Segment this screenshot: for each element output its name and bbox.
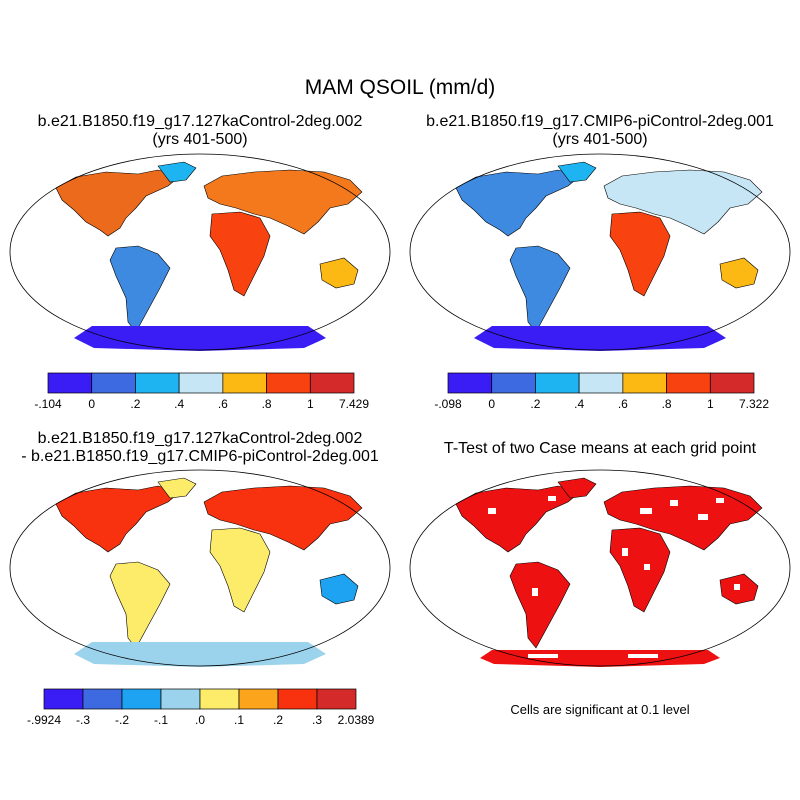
colorbar-swatch bbox=[238, 688, 279, 710]
continent-africa bbox=[609, 527, 671, 613]
land-fill bbox=[55, 477, 363, 667]
colorbar-swatch bbox=[178, 372, 224, 394]
continent-antarctica bbox=[480, 650, 720, 667]
colorbar-swatch bbox=[447, 372, 493, 394]
colorbar-tick-label: .8 bbox=[662, 397, 672, 411]
colorbar-tick-label: 1 bbox=[307, 397, 314, 411]
colorbar-tick-label: -.1 bbox=[154, 713, 168, 727]
colorbar-tick-label: -.098 bbox=[434, 397, 462, 411]
map-outline bbox=[9, 153, 391, 351]
colorbar-swatch bbox=[121, 688, 162, 710]
land-fill bbox=[455, 477, 763, 667]
panel-1-title-line1: b.e21.B1850.f19_g17.127kaControl-2deg.00… bbox=[37, 113, 363, 130]
colorbar-swatch bbox=[135, 372, 180, 394]
colorbar-swatch bbox=[91, 372, 136, 394]
map-panel-1 bbox=[9, 153, 391, 351]
continent-europe-asia bbox=[203, 485, 363, 551]
colorbar-tick-label: .1 bbox=[234, 713, 244, 727]
continent-greenland bbox=[557, 161, 597, 183]
colorbar-tick-label: .2 bbox=[530, 397, 540, 411]
colorbar-swatch bbox=[578, 372, 624, 394]
panel-1-title: b.e21.B1850.f19_g17.127kaControl-2deg.00… bbox=[0, 113, 400, 149]
continent-africa bbox=[609, 211, 671, 297]
continent-africa bbox=[209, 211, 271, 297]
colorbar-tick-label: .0 bbox=[195, 713, 205, 727]
continent-europe-asia bbox=[603, 169, 763, 235]
continent-north-america bbox=[55, 485, 181, 553]
continent-south-america bbox=[509, 561, 571, 649]
insignificant-cells bbox=[488, 496, 740, 658]
colorbar-panel-2: -.098 0 .2 .4 .6 .8 1 7.322 bbox=[434, 372, 769, 411]
panel-2-title-line2: (yrs 401-500) bbox=[552, 131, 648, 148]
colorbar-tick-label: 0 bbox=[488, 397, 495, 411]
main-title: MAM QSOIL (mm/d) bbox=[304, 76, 496, 99]
land-fill bbox=[55, 161, 363, 351]
colorbar-swatch bbox=[43, 688, 84, 710]
panel-3-title: b.e21.B1850.f19_g17.127kaControl-2deg.00… bbox=[0, 430, 400, 466]
colorbar-tick-label: .2 bbox=[273, 713, 283, 727]
map-panel-3 bbox=[9, 469, 391, 667]
continent-south-america bbox=[509, 245, 571, 333]
map-outline bbox=[409, 469, 791, 667]
panel-1-title-line2: (yrs 401-500) bbox=[152, 131, 248, 148]
map-outline bbox=[409, 153, 791, 351]
colorbar-tick-label: -.2 bbox=[115, 713, 129, 727]
colorbar-tick-label: 1 bbox=[707, 397, 714, 411]
significance-note: Cells are significant at 0.1 level bbox=[510, 702, 690, 717]
colorbar-tick-label: -.9924 bbox=[27, 713, 61, 727]
continent-north-america bbox=[55, 169, 181, 237]
colorbar-swatch bbox=[199, 688, 240, 710]
panel-3-title-line1: b.e21.B1850.f19_g17.127kaControl-2deg.00… bbox=[37, 430, 363, 447]
colorbar-swatch bbox=[535, 372, 580, 394]
continent-south-america bbox=[109, 245, 171, 333]
colorbar-tick-label: 0 bbox=[88, 397, 95, 411]
colorbar-tick-label: .8 bbox=[262, 397, 272, 411]
colorbar-swatch bbox=[491, 372, 536, 394]
colorbar-tick-label: .3 bbox=[312, 713, 322, 727]
colorbar-tick-label: .2 bbox=[130, 397, 140, 411]
continent-australia bbox=[319, 573, 359, 605]
continent-australia bbox=[319, 257, 359, 289]
panel-2-title: b.e21.B1850.f19_g17.CMIP6-piControl-2deg… bbox=[400, 113, 800, 149]
colorbar-swatch bbox=[160, 688, 201, 710]
continent-africa bbox=[209, 527, 271, 613]
colorbar-tick-label: -.3 bbox=[76, 713, 90, 727]
colorbar-swatch bbox=[309, 372, 355, 394]
panel-4-title-line1: T-Test of two Case means at each grid po… bbox=[443, 440, 757, 457]
continent-greenland bbox=[557, 477, 597, 499]
map-outline bbox=[9, 469, 391, 667]
colorbar-swatch bbox=[277, 688, 318, 710]
colorbar-tick-label: 7.322 bbox=[739, 397, 769, 411]
colorbar-swatch bbox=[82, 688, 123, 710]
colorbar-tick-label: 7.429 bbox=[339, 397, 369, 411]
colorbar-tick-label: .6 bbox=[218, 397, 228, 411]
panel-3-title-line2: - b.e21.B1850.f19_g17.CMIP6-piControl-2d… bbox=[21, 448, 379, 465]
continent-north-america bbox=[455, 485, 581, 553]
colorbar-swatch bbox=[666, 372, 711, 394]
colorbar-panel-3: -.9924 -.3 -.2 -.1 .0 .1 .2 .3 2.0389 bbox=[27, 688, 375, 727]
colorbar-tick-label: .4 bbox=[574, 397, 584, 411]
map-panel-4 bbox=[409, 469, 791, 667]
continent-greenland bbox=[157, 161, 197, 183]
colorbar-tick-label: -.104 bbox=[34, 397, 62, 411]
continent-north-america bbox=[455, 169, 581, 237]
panel-2-title-line1: b.e21.B1850.f19_g17.CMIP6-piControl-2deg… bbox=[426, 113, 774, 130]
panel-4-title: T-Test of two Case means at each grid po… bbox=[400, 440, 800, 458]
colorbar-swatch bbox=[266, 372, 311, 394]
continent-south-america bbox=[109, 561, 171, 649]
colorbar-tick-label: .6 bbox=[618, 397, 628, 411]
land-fill bbox=[455, 161, 763, 351]
colorbar-swatch bbox=[316, 688, 357, 710]
map-panel-2 bbox=[409, 153, 791, 351]
colorbar-swatch bbox=[47, 372, 93, 394]
colorbar-panel-1: -.104 0 .2 .4 .6 .8 1 7.429 bbox=[34, 372, 369, 411]
colorbar-swatch bbox=[622, 372, 667, 394]
colorbar-swatch bbox=[222, 372, 267, 394]
colorbar-tick-label: 2.0389 bbox=[338, 713, 375, 727]
colorbar-swatch bbox=[709, 372, 755, 394]
colorbar-tick-label: .4 bbox=[174, 397, 184, 411]
continent-greenland bbox=[157, 477, 197, 499]
continent-australia bbox=[719, 257, 759, 289]
continent-europe-asia bbox=[203, 169, 363, 235]
